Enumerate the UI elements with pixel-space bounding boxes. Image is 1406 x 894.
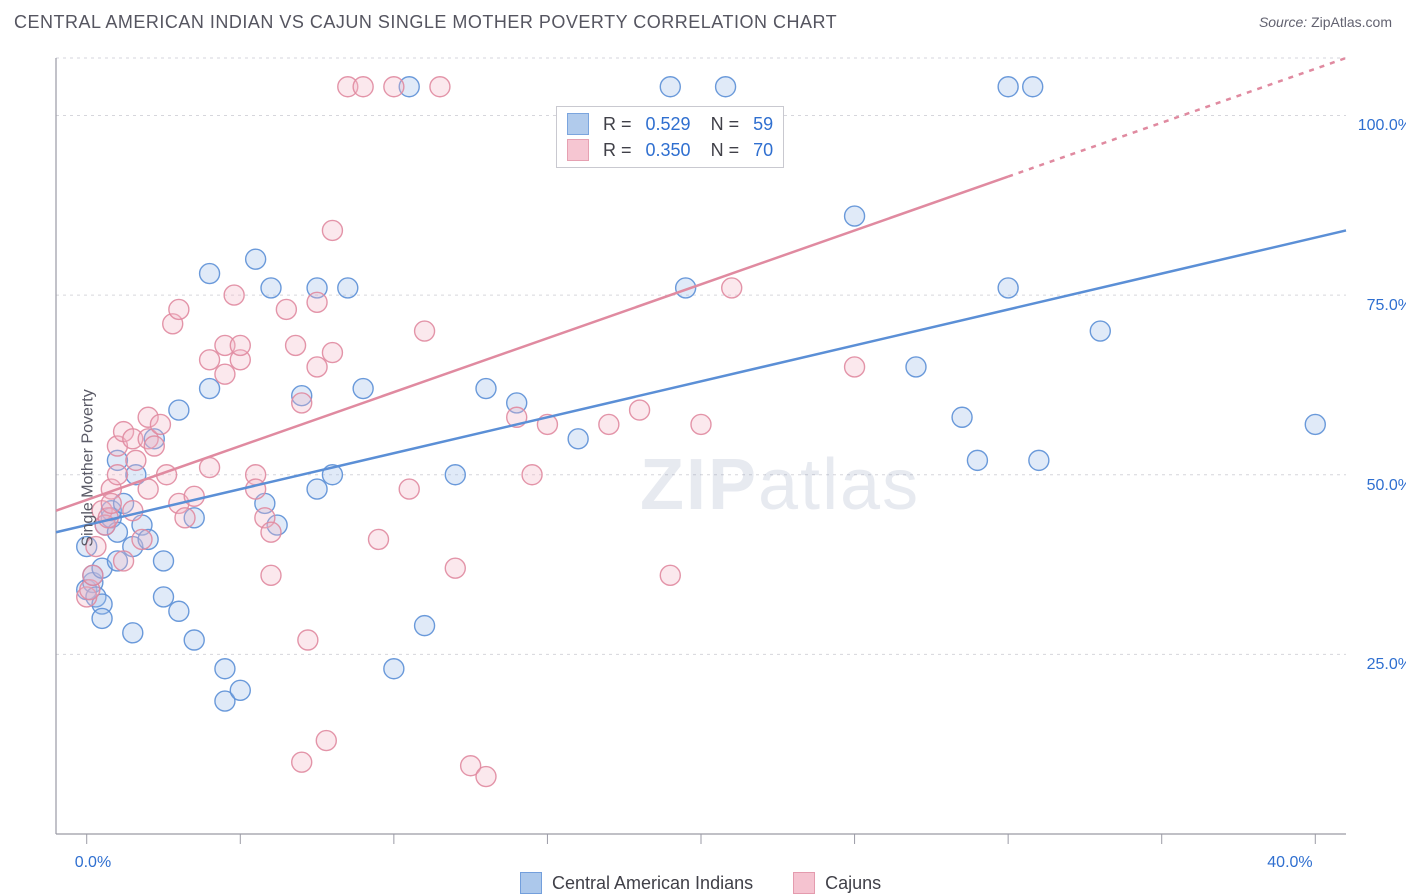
plot-area: Single Mother Poverty 25.0% 50.0% 75.0% 100… [0, 44, 1406, 892]
n-value: 70 [753, 140, 773, 161]
legend-item: Cajuns [793, 872, 881, 894]
series-legend: Central American Indians Cajuns [520, 872, 881, 894]
source-attribution: Source: ZipAtlas.com [1259, 14, 1392, 30]
correlation-legend: R =0.529 N =59R =0.350 N =70 [556, 106, 784, 168]
legend-row: R =0.350 N =70 [567, 137, 773, 163]
source-value: ZipAtlas.com [1311, 14, 1392, 30]
legend-item: Central American Indians [520, 872, 753, 894]
n-value: 59 [753, 114, 773, 135]
legend-label: Cajuns [825, 873, 881, 894]
y-tick-label: 100.0% [1352, 117, 1406, 135]
scatter-chart [0, 44, 1406, 892]
y-tick-label: 75.0% [1352, 297, 1406, 315]
r-value: 0.350 [646, 140, 691, 161]
legend-swatch [520, 872, 542, 894]
legend-label: Central American Indians [552, 873, 753, 894]
chart-title: CENTRAL AMERICAN INDIAN VS CAJUN SINGLE … [14, 12, 837, 33]
x-tick-label: 40.0% [1267, 854, 1312, 872]
x-tick-label: 0.0% [75, 854, 111, 872]
y-tick-label: 50.0% [1352, 477, 1406, 495]
y-axis-label: Single Mother Poverty [80, 389, 98, 546]
legend-swatch [567, 139, 589, 161]
source-label: Source: [1259, 14, 1307, 30]
r-value: 0.529 [646, 114, 691, 135]
legend-swatch [567, 113, 589, 135]
legend-row: R =0.529 N =59 [567, 111, 773, 137]
y-tick-label: 25.0% [1352, 656, 1406, 674]
header: CENTRAL AMERICAN INDIAN VS CAJUN SINGLE … [0, 0, 1406, 44]
legend-swatch [793, 872, 815, 894]
